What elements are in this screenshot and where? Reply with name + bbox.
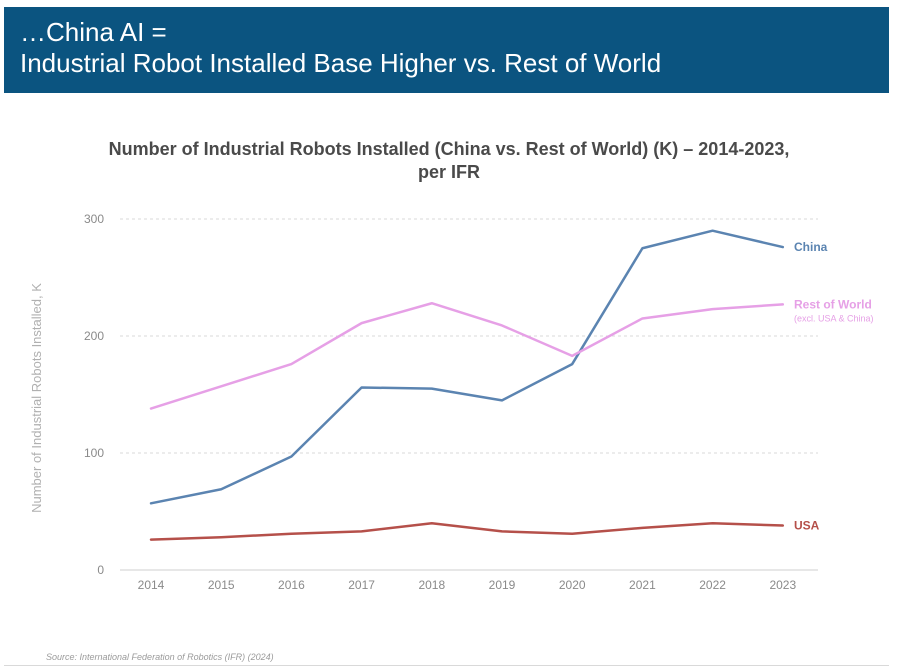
- x-tick-label: 2018: [418, 578, 445, 592]
- x-tick-label: 2017: [348, 578, 375, 592]
- x-tick-label: 2015: [208, 578, 235, 592]
- series-line-usa: [149, 521, 785, 541]
- y-tick-label: 300: [84, 212, 104, 226]
- series-note-rest-of-world: (excl. USA & China): [794, 313, 874, 323]
- series-line-rest-of-world: [149, 301, 785, 410]
- y-axis-label: Number of Industrial Robots Installed, K: [29, 283, 44, 513]
- x-tick-label: 2019: [489, 578, 516, 592]
- series-label-usa: USA: [794, 519, 820, 533]
- title-line-1: …China AI =: [20, 17, 167, 47]
- title-banner: …China AI = Industrial Robot Installed B…: [4, 7, 889, 93]
- x-tick-label: 2020: [559, 578, 586, 592]
- bottom-divider: [4, 665, 889, 666]
- x-tick-label: 2014: [138, 578, 165, 592]
- title-line-2: Industrial Robot Installed Base Higher v…: [20, 48, 662, 78]
- y-tick-label: 100: [84, 446, 104, 460]
- x-tick-label: 2022: [699, 578, 726, 592]
- series-line-china: [149, 229, 785, 505]
- x-tick-label: 2016: [278, 578, 305, 592]
- y-tick-label: 200: [84, 329, 104, 343]
- source-note: Source: International Federation of Robo…: [46, 652, 274, 662]
- x-tick-label: 2021: [629, 578, 656, 592]
- y-tick-label: 0: [97, 563, 104, 577]
- chart-title: Number of Industrial Robots Installed (C…: [108, 139, 790, 159]
- series-label-china: China: [794, 240, 828, 254]
- chart-subtitle: per IFR: [417, 162, 480, 182]
- series-label-rest-of-world: Rest of World: [794, 297, 872, 311]
- x-tick-label: 2023: [769, 578, 796, 592]
